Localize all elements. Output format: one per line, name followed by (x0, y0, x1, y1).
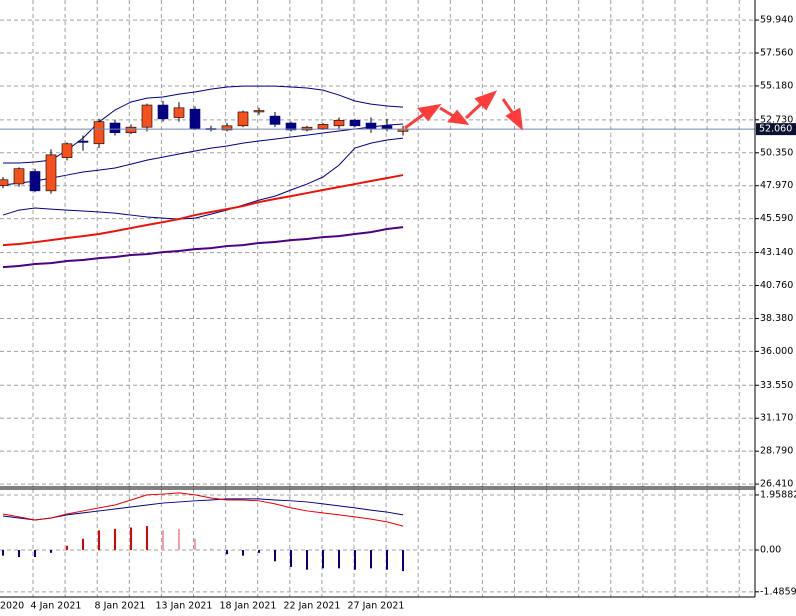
candle-body (0, 179, 9, 186)
y-tick-label: 26.410 (760, 479, 793, 490)
x-tick-label: 22 Jan 2021 (284, 601, 341, 612)
candle-body (269, 115, 281, 125)
histogram-bar (290, 550, 292, 567)
histogram-bar (194, 538, 196, 551)
y-tick-label: 38.380 (760, 313, 793, 324)
histogram-bar (66, 545, 68, 551)
x-tick-label: 13 Jan 2021 (156, 601, 213, 612)
candle-body (13, 168, 25, 185)
histogram-bar (18, 550, 20, 558)
candle-body (317, 124, 329, 129)
histogram-bar (98, 530, 100, 551)
y-tick-label: 28.790 (760, 446, 793, 457)
candle-body (141, 104, 153, 128)
y-tick-label: 55.180 (760, 80, 793, 91)
y-tick-label: 31.170 (760, 413, 793, 424)
y-tick-label: 59.940 (760, 15, 793, 26)
candle-body (45, 154, 57, 192)
candle-body (157, 104, 169, 120)
histogram-bar (386, 550, 388, 570)
last-price-label: 52.060 (759, 124, 792, 135)
candle-body (93, 121, 105, 145)
y-tick-label: 50.350 (760, 147, 793, 158)
y-tick-label: 43.140 (760, 247, 793, 258)
indicator-line (2, 137, 404, 220)
y-tick-label: 57.560 (760, 48, 793, 59)
histogram-bar (354, 550, 356, 570)
candle-body (29, 171, 41, 192)
x-tick-label: 18 Jan 2021 (220, 601, 277, 612)
histogram-bar (322, 550, 324, 569)
candle-body (333, 119, 345, 127)
histogram-bar (82, 538, 84, 551)
y-tick-label: -1.48596 (760, 586, 796, 597)
histogram-bar (162, 530, 164, 551)
x-tick-label: 4 Jan 2021 (31, 601, 82, 612)
y-tick-label: 36.000 (760, 346, 793, 357)
candle-body (109, 122, 121, 134)
histogram-bar (306, 550, 308, 570)
candle-body (253, 110, 265, 113)
y-tick-label: 45.590 (760, 213, 793, 224)
histogram-bar (338, 550, 340, 569)
arrowhead (474, 90, 498, 111)
mark-layer (0, 85, 755, 572)
y-tick-label: 47.970 (760, 180, 793, 191)
y-tick-label: 0.00 (760, 545, 781, 556)
candle-body (365, 122, 377, 129)
arrowhead (447, 109, 470, 125)
last-price-box (756, 123, 796, 136)
indicator-line (2, 123, 404, 186)
candle-body (173, 107, 185, 118)
histogram-bar (242, 550, 244, 556)
x-tick-label: 8 Jan 2021 (95, 601, 146, 612)
histogram-bar (130, 527, 132, 551)
y-tick-label: 40.760 (760, 280, 793, 291)
candle-body (237, 111, 249, 127)
indicator-line (2, 174, 404, 247)
histogram-bar (370, 550, 372, 569)
macd-line (2, 492, 404, 527)
candle-body (285, 122, 297, 131)
histogram-bar (226, 550, 228, 555)
candle-body (77, 140, 89, 143)
histogram-bar (50, 550, 52, 553)
histogram-bar (34, 550, 36, 558)
histogram-bar (258, 550, 260, 553)
histogram-bar (114, 528, 116, 551)
y-tick-label: 33.550 (760, 380, 793, 391)
arrowhead (505, 107, 523, 131)
histogram-bar (146, 526, 148, 551)
arrow (464, 101, 484, 120)
histogram-bar (402, 550, 404, 572)
indicator-line (2, 226, 404, 269)
candle-body (221, 125, 233, 131)
candle-body (61, 143, 73, 158)
arrow (404, 112, 425, 130)
candle-body (301, 126, 313, 131)
y-tick-label: 52.730 (760, 114, 793, 125)
candle-body (349, 119, 361, 127)
histogram-bar (178, 528, 180, 551)
x-tick-label: 2020 (0, 601, 24, 612)
candle-body (189, 108, 201, 129)
histogram-bar (2, 550, 4, 556)
macd-line (2, 498, 404, 521)
x-tick-label: 27 Jan 2021 (348, 601, 405, 612)
y-tick-label: 1.95882 (760, 489, 796, 500)
histogram-bar (274, 550, 276, 562)
histogram-bar (210, 548, 212, 551)
candle-body (381, 125, 393, 129)
arrowhead (417, 103, 442, 122)
candle-body (125, 126, 137, 134)
forecast-arrows (404, 90, 523, 131)
